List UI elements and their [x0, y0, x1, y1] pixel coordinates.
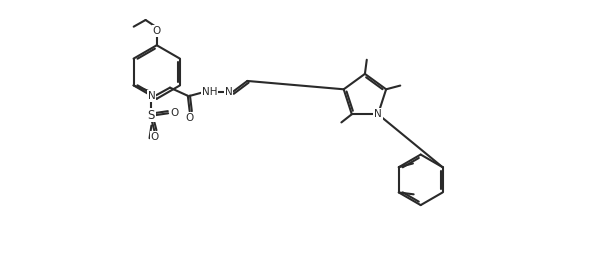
Text: S: S: [148, 109, 155, 122]
Text: O: O: [185, 113, 194, 123]
Text: NH: NH: [201, 87, 217, 97]
Text: N: N: [374, 109, 382, 119]
Text: N: N: [148, 91, 156, 101]
Text: N: N: [225, 87, 232, 97]
Text: O: O: [153, 26, 161, 36]
Text: O: O: [150, 132, 159, 142]
Text: O: O: [170, 108, 179, 118]
